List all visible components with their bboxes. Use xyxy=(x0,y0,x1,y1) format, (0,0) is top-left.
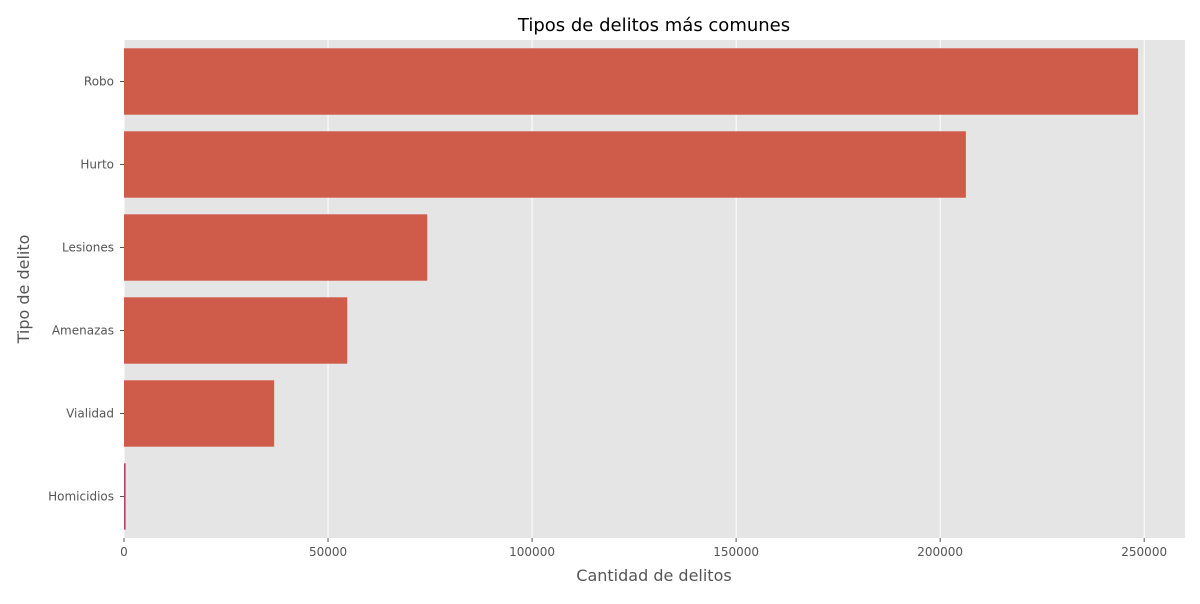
x-tick-label: 50000 xyxy=(309,545,347,559)
y-tick-label: Homicidios xyxy=(48,490,114,504)
x-tick-label: 250000 xyxy=(1121,545,1167,559)
bar-vialidad xyxy=(124,380,275,447)
x-tick-label: 200000 xyxy=(917,545,963,559)
x-tick-labels: 0 50000 100000 150000 200000 250000 xyxy=(120,538,1167,559)
y-tick-label: Vialidad xyxy=(66,407,114,421)
plot-area xyxy=(124,40,1185,538)
chart-title: Tipos de delitos más comunes xyxy=(517,15,790,36)
y-tick-label: Robo xyxy=(84,75,114,89)
bar-lesiones xyxy=(124,214,428,281)
bar-amenazas xyxy=(124,297,348,364)
x-tick-label: 100000 xyxy=(509,545,555,559)
y-tick-label: Hurto xyxy=(80,158,114,172)
bar-robo xyxy=(124,48,1139,115)
bar-homicidios xyxy=(124,463,126,530)
y-tick-label: Amenazas xyxy=(52,324,114,338)
y-tick-labels: Robo Hurto Lesiones Amenazas Vialidad Homicid… xyxy=(48,75,124,504)
grid-lines xyxy=(123,40,1145,538)
y-axis-label: Tipo de delito xyxy=(14,235,33,345)
x-tick-label: 0 xyxy=(120,545,128,559)
x-tick-label: 150000 xyxy=(713,545,759,559)
y-tick-label: Lesiones xyxy=(62,241,114,255)
x-axis-label: Cantidad de delitos xyxy=(576,566,731,585)
bars xyxy=(124,48,1139,530)
bar-hurto xyxy=(124,131,966,198)
